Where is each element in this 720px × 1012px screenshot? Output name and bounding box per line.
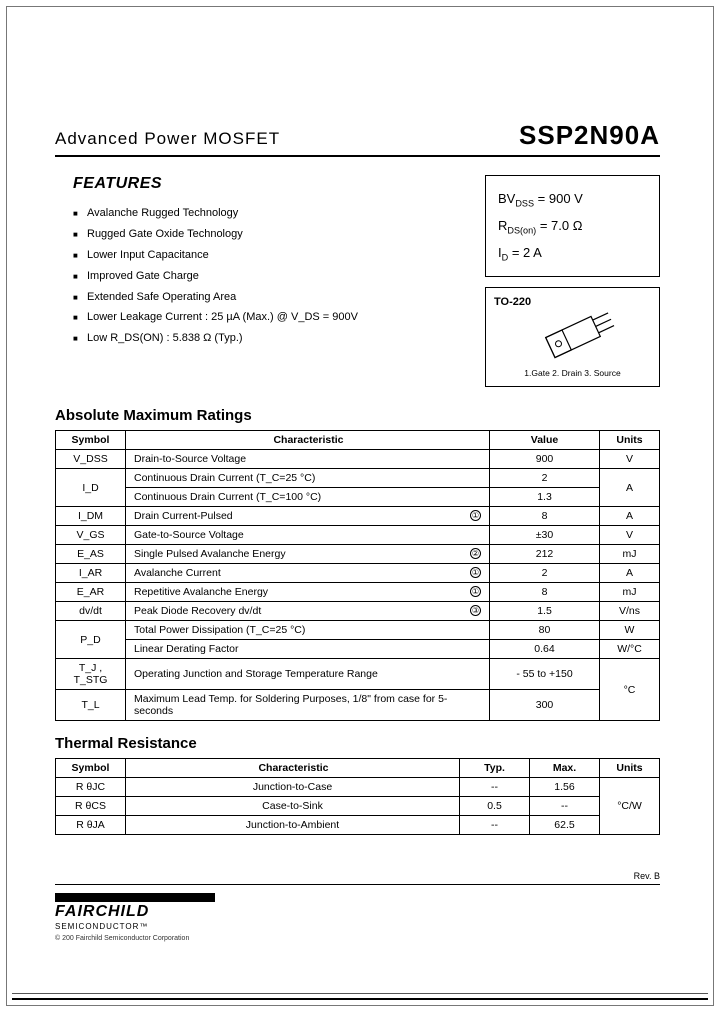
param-rdson: RDS(on) = 7.0 Ω (498, 213, 647, 240)
table-header-row: Symbol Characteristic Value Units (56, 431, 660, 450)
revision-label: Rev. B (634, 871, 660, 881)
note-icon: ① (470, 510, 481, 521)
package-box: TO-220 1.Gate 2. Drain 3. Source (485, 287, 660, 387)
table-row: E_AR Repetitive Avalanche Energy① 8 mJ (56, 583, 660, 602)
table-row: I_AR Avalanche Current① 2 A (56, 564, 660, 583)
col-symbol: Symbol (56, 431, 126, 450)
table-row: T_L Maximum Lead Temp. for Soldering Pur… (56, 690, 660, 721)
bottom-rule (12, 998, 708, 1000)
feature-item: Lower Input Capacitance (73, 245, 465, 266)
feature-item: Low R_DS(ON) : 5.838 Ω (Typ.) (73, 328, 465, 349)
ratings-table: Symbol Characteristic Value Units V_DSS … (55, 430, 660, 721)
feature-item: Avalanche Rugged Technology (73, 203, 465, 224)
table-row: Linear Derating Factor 0.64 W/°C (56, 640, 660, 659)
page-header: Advanced Power MOSFET SSP2N90A (55, 120, 660, 157)
brand-subtitle: SEMICONDUCTOR™ (55, 922, 660, 931)
logo-bar-icon (55, 893, 215, 902)
note-icon: ② (470, 548, 481, 559)
feature-item: Improved Gate Charge (73, 266, 465, 287)
param-id: ID = 2 A (498, 240, 647, 267)
thermal-heading: Thermal Resistance (55, 735, 660, 752)
bottom-rule (12, 993, 708, 994)
table-row: V_GS Gate-to-Source Voltage ±30 V (56, 526, 660, 545)
part-number: SSP2N90A (519, 120, 660, 151)
datasheet-page: Advanced Power MOSFET SSP2N90A FEATURES … (55, 120, 660, 835)
table-row: R θCS Case-to-Sink 0.5 -- (56, 797, 660, 816)
table-row: R θJC Junction-to-Case -- 1.56 °C/W (56, 778, 660, 797)
note-icon: ③ (470, 605, 481, 616)
table-row: dv/dt Peak Diode Recovery dv/dt③ 1.5 V/n… (56, 602, 660, 621)
page-footer: Rev. B FAIRCHILD SEMICONDUCTOR™ © 200 Fa… (55, 884, 660, 942)
feature-item: Lower Leakage Current : 25 µA (Max.) @ V… (73, 307, 465, 328)
feature-item: Rugged Gate Oxide Technology (73, 224, 465, 245)
key-params-box: BVDSS = 900 V RDS(on) = 7.0 Ω ID = 2 A (485, 175, 660, 277)
table-row: R θJA Junction-to-Ambient -- 62.5 (56, 816, 660, 835)
table-row: Continuous Drain Current (T_C=100 °C) 1.… (56, 488, 660, 507)
package-pins: 1.Gate 2. Drain 3. Source (494, 368, 651, 378)
brand-name: FAIRCHILD (55, 903, 660, 921)
table-row: I_D Continuous Drain Current (T_C=25 °C)… (56, 469, 660, 488)
feature-item: Extended Safe Operating Area (73, 287, 465, 308)
col-characteristic: Characteristic (126, 431, 490, 450)
col-value: Value (490, 431, 600, 450)
top-section: FEATURES Avalanche Rugged Technology Rug… (55, 175, 660, 387)
copyright-text: © 200 Fairchild Semiconductor Corporatio… (55, 935, 660, 942)
param-bvdss: BVDSS = 900 V (498, 186, 647, 213)
table-header-row: Symbol Characteristic Typ. Max. Units (56, 759, 660, 778)
note-icon: ① (470, 586, 481, 597)
table-row: I_DM Drain Current-Pulsed① 8 A (56, 507, 660, 526)
table-row: T_J , T_STG Operating Junction and Stora… (56, 659, 660, 690)
col-units: Units (600, 431, 660, 450)
features-heading: FEATURES (73, 175, 465, 193)
ratings-heading: Absolute Maximum Ratings (55, 407, 660, 424)
table-row: V_DSS Drain-to-Source Voltage 900 V (56, 450, 660, 469)
header-title: Advanced Power MOSFET (55, 129, 280, 149)
features-list: Avalanche Rugged Technology Rugged Gate … (73, 203, 465, 349)
note-icon: ① (470, 567, 481, 578)
package-name: TO-220 (494, 296, 651, 308)
package-icon (523, 312, 623, 362)
table-row: P_D Total Power Dissipation (T_C=25 °C) … (56, 621, 660, 640)
table-row: E_AS Single Pulsed Avalanche Energy② 212… (56, 545, 660, 564)
thermal-table: Symbol Characteristic Typ. Max. Units R … (55, 758, 660, 835)
right-column: BVDSS = 900 V RDS(on) = 7.0 Ω ID = 2 A T… (485, 175, 660, 387)
features-column: FEATURES Avalanche Rugged Technology Rug… (55, 175, 465, 387)
